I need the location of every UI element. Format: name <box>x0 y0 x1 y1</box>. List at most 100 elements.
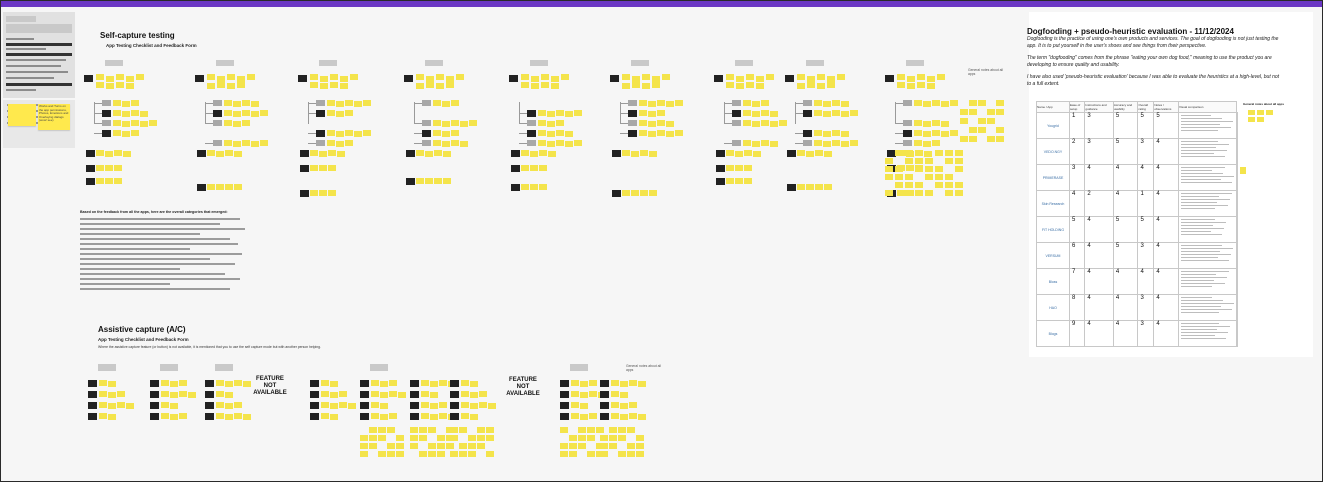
sticky-note[interactable] <box>439 413 447 419</box>
sticky-note[interactable] <box>114 150 122 156</box>
sticky-note[interactable] <box>895 174 903 180</box>
dark-screen-card[interactable] <box>88 380 97 387</box>
sticky-note[interactable] <box>935 166 943 172</box>
dark-screen-card[interactable] <box>612 150 621 157</box>
sticky-note[interactable] <box>837 74 845 80</box>
sticky-note[interactable] <box>627 427 635 433</box>
sticky-note[interactable] <box>227 83 235 89</box>
sticky-note[interactable] <box>611 413 619 419</box>
sticky-note[interactable] <box>807 76 815 82</box>
dark-screen-card[interactable] <box>300 150 309 157</box>
sticky-note[interactable] <box>841 131 849 137</box>
sticky-note[interactable] <box>310 150 318 156</box>
sticky-note[interactable] <box>140 111 148 117</box>
sticky-note[interactable] <box>827 82 835 88</box>
sticky-note[interactable] <box>638 414 646 420</box>
sticky-note[interactable] <box>426 76 434 82</box>
sticky-note[interactable] <box>327 140 335 146</box>
sticky-note[interactable] <box>648 121 656 127</box>
dark-screen-card[interactable] <box>150 380 159 387</box>
dark-screen-card[interactable] <box>88 413 97 420</box>
sticky-note[interactable] <box>726 150 734 156</box>
sticky-note[interactable] <box>744 150 752 156</box>
sticky-note[interactable] <box>551 76 559 82</box>
sticky-note[interactable] <box>363 100 371 106</box>
dark-screen-card[interactable] <box>511 150 520 157</box>
sticky-note[interactable] <box>530 151 538 157</box>
sticky-note[interactable] <box>242 140 250 146</box>
sticky-note[interactable] <box>531 76 539 82</box>
sticky-note[interactable] <box>937 74 945 80</box>
sticky-note[interactable] <box>622 150 630 156</box>
sticky-note[interactable] <box>450 435 458 441</box>
sticky-note[interactable] <box>216 391 224 397</box>
sticky-note[interactable] <box>640 190 648 196</box>
sticky-note[interactable] <box>434 178 442 184</box>
sticky-note[interactable] <box>639 120 647 126</box>
sticky-note[interactable] <box>752 101 760 107</box>
dark-screen-card[interactable] <box>298 75 307 82</box>
sticky-note[interactable] <box>905 158 913 164</box>
sticky-note[interactable] <box>649 190 657 196</box>
sticky-note[interactable] <box>224 140 232 146</box>
sticky-note[interactable] <box>589 380 597 386</box>
sticky-note[interactable] <box>560 443 568 449</box>
sticky-note[interactable] <box>915 158 923 164</box>
sticky-note[interactable] <box>735 151 743 157</box>
sticky-note[interactable] <box>814 100 822 106</box>
dark-screen-card[interactable] <box>213 110 222 117</box>
sticky-note[interactable] <box>426 82 434 88</box>
sticky-note[interactable] <box>915 166 923 172</box>
sticky-note[interactable] <box>814 140 822 146</box>
sticky-note[interactable] <box>477 443 485 449</box>
sticky-note[interactable] <box>622 83 630 89</box>
sticky-note[interactable] <box>99 380 107 386</box>
sticky-note[interactable] <box>330 82 338 88</box>
sticky-note[interactable] <box>8 104 36 126</box>
sticky-note[interactable] <box>443 178 451 184</box>
sticky-note[interactable] <box>609 435 617 441</box>
sticky-note[interactable] <box>371 413 379 419</box>
sticky-note[interactable] <box>170 381 178 387</box>
dark-screen-card[interactable] <box>600 413 609 420</box>
dark-screen-card[interactable] <box>102 130 111 137</box>
sticky-note[interactable] <box>488 403 496 409</box>
sticky-note[interactable] <box>430 414 438 420</box>
sticky-note[interactable] <box>923 131 931 137</box>
sticky-note[interactable] <box>923 101 931 107</box>
sticky-note[interactable] <box>310 74 318 80</box>
sticky-note[interactable] <box>941 131 949 137</box>
dark-screen-card[interactable] <box>150 413 159 420</box>
sticky-note[interactable] <box>105 151 113 157</box>
sticky-note[interactable] <box>446 443 454 449</box>
sticky-note[interactable] <box>620 381 628 387</box>
sticky-note[interactable] <box>106 83 114 89</box>
sticky-note[interactable] <box>345 110 353 116</box>
sticky-note[interactable] <box>538 140 546 146</box>
sticky-note[interactable] <box>932 100 940 106</box>
sticky-note[interactable] <box>113 130 121 136</box>
sticky-note[interactable] <box>126 83 134 89</box>
sticky-note[interactable] <box>885 158 893 164</box>
sticky-note[interactable] <box>925 174 933 180</box>
sticky-note[interactable] <box>657 130 665 136</box>
sticky-note[interactable] <box>746 82 754 88</box>
sticky-note-summary[interactable]: Works and Turns on the app permissions, … <box>38 104 70 130</box>
sticky-note[interactable] <box>639 100 647 106</box>
sticky-note[interactable] <box>442 131 450 137</box>
sticky-note[interactable] <box>925 158 933 164</box>
sticky-note[interactable] <box>969 136 977 142</box>
sticky-note[interactable] <box>225 392 233 398</box>
dark-screen-card[interactable] <box>360 380 369 387</box>
sticky-note[interactable] <box>666 121 674 127</box>
sticky-note[interactable] <box>319 151 327 157</box>
sticky-note[interactable] <box>421 380 429 386</box>
sticky-note[interactable] <box>436 83 444 89</box>
sticky-note[interactable] <box>547 131 555 137</box>
dark-screen-card[interactable] <box>511 165 520 172</box>
sticky-note[interactable] <box>657 120 665 126</box>
sticky-note[interactable] <box>969 100 977 106</box>
dark-screen-card[interactable] <box>150 391 159 398</box>
sticky-note[interactable] <box>632 76 640 82</box>
dark-screen-card[interactable] <box>422 130 431 137</box>
